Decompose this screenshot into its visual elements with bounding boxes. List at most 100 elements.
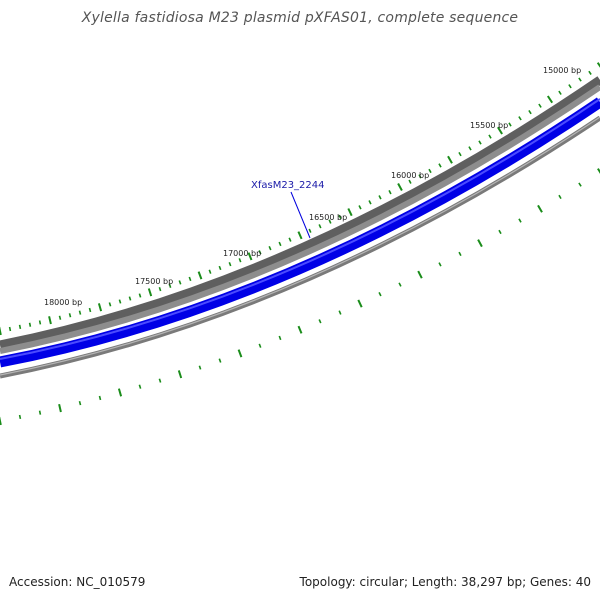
scale-minor-tick (28, 322, 32, 327)
inner-major-tick (237, 349, 243, 358)
backbone-inner-ring (0, 84, 600, 354)
inner-minor-tick (198, 365, 202, 370)
scale-minor-tick (368, 200, 372, 205)
scale-major-tick (48, 316, 52, 325)
scale-minor-tick (18, 324, 22, 330)
inner-minor-tick (578, 182, 582, 187)
inner-minor-tick (458, 251, 462, 257)
gene-track (0, 97, 600, 368)
tick-label-16500: 16500 bp (309, 213, 347, 222)
scale-minor-tick (578, 77, 582, 82)
inner-major-tick (537, 204, 543, 213)
inner-minor-tick (378, 292, 382, 297)
inner-minor-tick (158, 378, 162, 383)
inner-minor-tick (338, 310, 342, 315)
inner-minor-tick (398, 282, 402, 287)
scale-minor-tick (328, 219, 332, 224)
backbone-outer-ring (0, 76, 600, 350)
gene-label: XfasM23_2244 (251, 180, 325, 191)
inner-major-tick (597, 168, 600, 174)
scale-minor-tick (338, 214, 342, 220)
scale-major-tick (447, 155, 453, 164)
inner-minor-tick (78, 401, 82, 406)
inner-major-tick (357, 299, 363, 308)
scale-minor-tick (518, 116, 522, 121)
inner-minor-tick (138, 384, 142, 389)
inner-minor-tick (438, 262, 442, 267)
inner-minor-tick (318, 319, 322, 324)
scale-minor-tick (88, 307, 92, 313)
scale-minor-tick (458, 152, 462, 157)
scale-major-tick (0, 326, 2, 336)
scale-major-tick (546, 95, 554, 104)
tick-label-16000: 16000 bp (391, 171, 429, 180)
scale-minor-tick (128, 296, 132, 301)
inner-major-tick (417, 270, 423, 279)
gene-track-highlight (0, 98, 600, 360)
inner-minor-tick (98, 395, 102, 401)
gene-label-leader (290, 191, 311, 239)
inner-major-tick (177, 370, 183, 379)
scale-minor-tick (408, 179, 412, 184)
accession-text: Accession: NC_010579 (9, 575, 146, 589)
inner-major-tick (58, 403, 62, 413)
scale-minor-tick (208, 269, 212, 274)
inner-minor-tick (18, 414, 22, 420)
tick-label-17000: 17000 bp (223, 249, 261, 258)
scale-minor-tick (138, 293, 142, 298)
scale-minor-tick (538, 103, 542, 108)
scale-minor-tick (318, 224, 322, 229)
scale-minor-tick (38, 320, 42, 325)
scale-major-tick (497, 126, 503, 135)
inner-minor-tick (518, 218, 522, 223)
scale-minor-tick (288, 237, 292, 242)
scale-major-tick (397, 183, 403, 191)
inner-minor-tick (38, 410, 42, 415)
inner-ring-highlight (0, 116, 600, 376)
scale-minor-tick (158, 286, 162, 292)
scale-minor-tick (588, 70, 592, 75)
inner-major-tick (297, 325, 303, 334)
scale-major-tick (147, 288, 153, 297)
scale-major-tick (97, 303, 103, 312)
scale-minor-tick (488, 134, 492, 139)
scale-minor-tick (388, 190, 392, 195)
map-title: Xylella fastidiosa M23 plasmid pXFAS01, … (81, 10, 519, 26)
inner-major-tick (117, 388, 123, 397)
scale-major-tick (247, 252, 253, 261)
scale-minor-tick (438, 163, 442, 168)
scale-major-tick (197, 271, 203, 280)
scale-major-tick (347, 208, 353, 217)
inner-gc-ticks (0, 168, 600, 426)
scale-minor-tick (528, 109, 532, 115)
topology-summary: Topology: circular; Length: 38,297 bp; G… (299, 575, 591, 589)
tick-label-18000: 18000 bp (44, 298, 82, 307)
scale-minor-tick (8, 326, 12, 332)
scale-minor-tick (278, 241, 282, 247)
inner-minor-tick (218, 358, 222, 363)
scale-minor-tick (378, 195, 382, 200)
scale-minor-tick (508, 122, 512, 127)
scale-minor-tick (418, 174, 422, 179)
scale-minor-tick (308, 228, 312, 233)
inner-minor-tick (258, 343, 262, 348)
inner-ring (0, 115, 600, 379)
scale-minor-tick (58, 315, 62, 320)
scale-minor-tick (218, 265, 222, 271)
inner-minor-tick (278, 335, 282, 341)
tick-label-15500: 15500 bp (470, 121, 508, 130)
scale-minor-tick (468, 146, 472, 151)
scale-minor-tick (68, 313, 72, 318)
outer-scale-ticks (0, 62, 600, 336)
scale-minor-tick (168, 283, 172, 288)
scale-minor-tick (78, 310, 82, 315)
scale-minor-tick (478, 140, 482, 145)
inner-major-tick (477, 239, 483, 248)
scale-minor-tick (558, 90, 562, 95)
scale-tick-labels: 15000 bp 15500 bp 16000 bp 16500 bp 1700… (44, 66, 581, 307)
scale-minor-tick (188, 276, 192, 282)
scale-minor-tick (258, 250, 262, 255)
scale-minor-tick (228, 262, 232, 267)
scale-minor-tick (108, 302, 112, 307)
